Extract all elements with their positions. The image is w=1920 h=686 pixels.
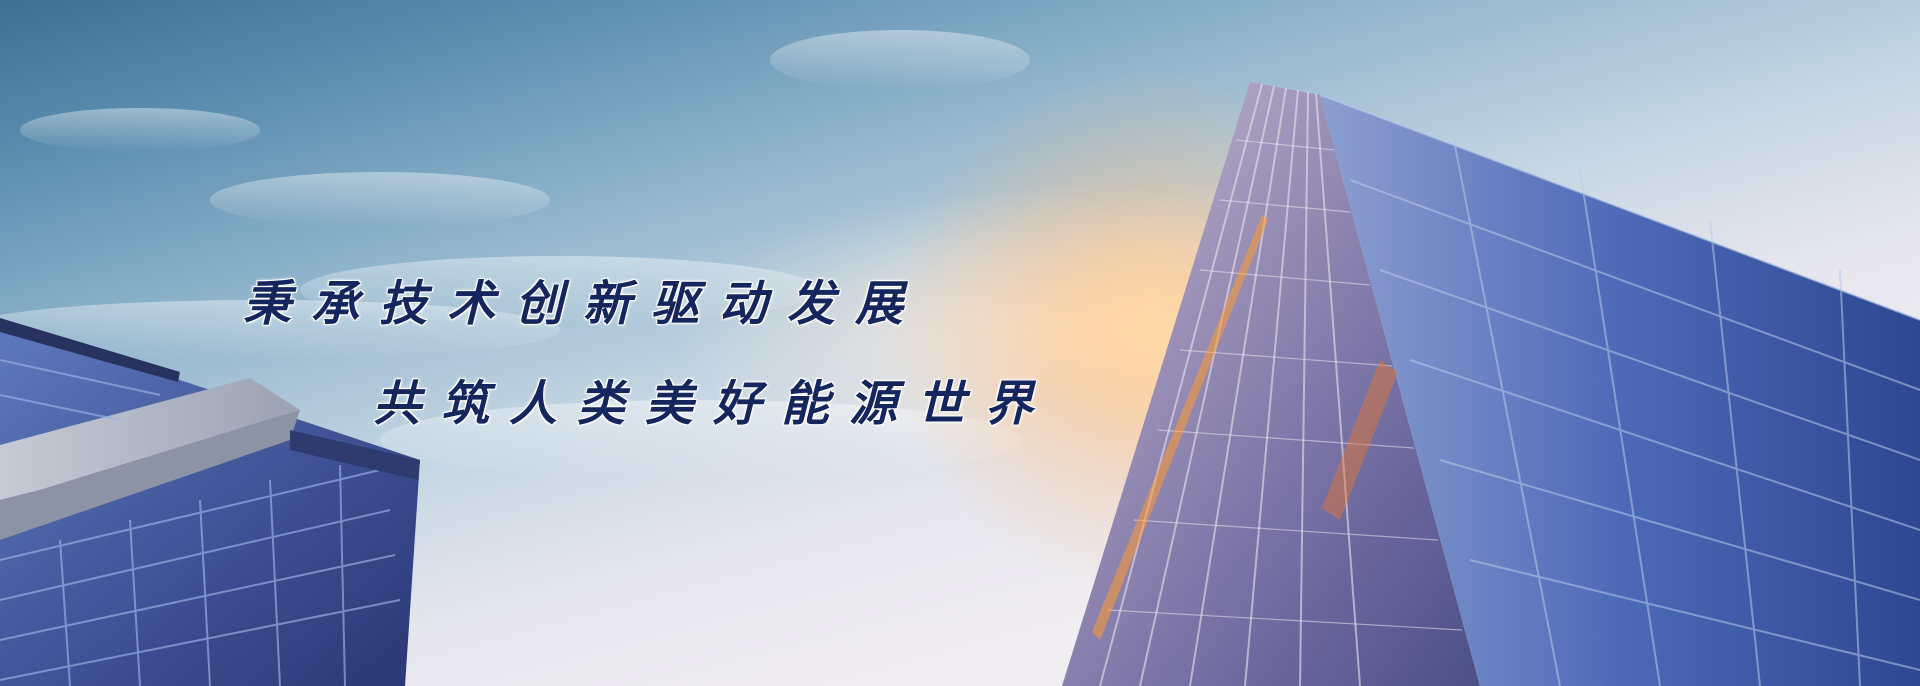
slogan-line-1: 秉承技术创新驱动发展 bbox=[243, 276, 924, 332]
slogan-line-2: 共筑人类美好能源世界 bbox=[373, 376, 1054, 432]
clouds bbox=[0, 30, 1030, 480]
sun-reflection bbox=[1092, 215, 1268, 640]
left-building bbox=[0, 318, 420, 686]
right-skyscraper bbox=[1062, 82, 1920, 686]
